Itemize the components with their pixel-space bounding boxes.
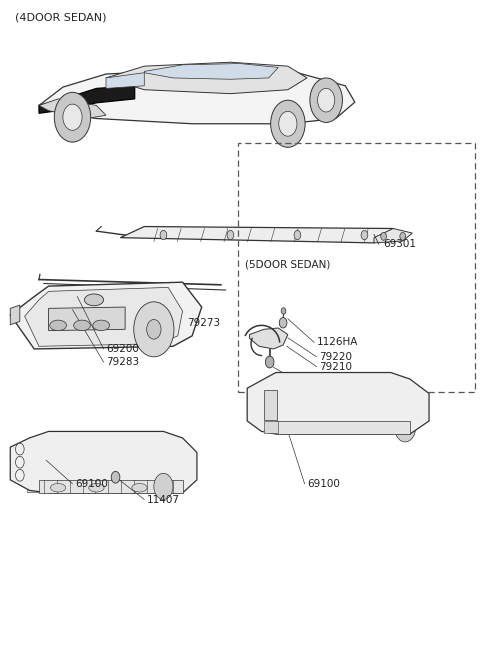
Polygon shape [48, 307, 125, 331]
Ellipse shape [132, 483, 147, 492]
Polygon shape [106, 73, 144, 89]
Circle shape [111, 472, 120, 483]
Circle shape [279, 112, 297, 136]
Ellipse shape [288, 424, 303, 433]
Bar [238, 144, 475, 392]
Polygon shape [247, 373, 429, 434]
Text: (4DOOR SEDAN): (4DOOR SEDAN) [15, 12, 107, 22]
Circle shape [281, 308, 286, 314]
Ellipse shape [50, 483, 66, 492]
Ellipse shape [84, 294, 104, 306]
Circle shape [381, 232, 386, 240]
Circle shape [279, 318, 287, 328]
Text: 79220: 79220 [319, 352, 352, 362]
Bar [27, 449, 40, 479]
Bar [27, 480, 41, 491]
Circle shape [318, 89, 335, 112]
Circle shape [63, 104, 82, 131]
Polygon shape [39, 99, 106, 119]
Polygon shape [24, 287, 182, 346]
Bar [264, 421, 278, 433]
Polygon shape [39, 86, 135, 113]
Ellipse shape [93, 320, 109, 331]
Circle shape [361, 230, 368, 239]
Ellipse shape [74, 320, 90, 331]
Text: 11407: 11407 [147, 495, 180, 504]
Circle shape [154, 474, 173, 499]
Polygon shape [374, 228, 412, 243]
Polygon shape [39, 480, 182, 493]
Circle shape [294, 230, 301, 239]
Circle shape [252, 384, 261, 396]
Circle shape [252, 411, 261, 422]
Circle shape [310, 78, 342, 123]
Text: 69301: 69301 [384, 239, 417, 249]
Circle shape [271, 100, 305, 148]
Ellipse shape [325, 424, 341, 433]
Circle shape [15, 470, 24, 482]
Circle shape [252, 398, 261, 409]
Circle shape [265, 356, 274, 368]
Polygon shape [120, 226, 393, 243]
Polygon shape [144, 64, 278, 79]
Text: 1130DF: 1130DF [310, 382, 349, 392]
Polygon shape [250, 328, 288, 349]
Ellipse shape [50, 320, 67, 331]
Circle shape [400, 232, 406, 240]
Bar [264, 390, 277, 420]
Circle shape [227, 230, 234, 239]
Circle shape [54, 92, 91, 142]
Circle shape [147, 319, 161, 339]
Polygon shape [106, 62, 307, 94]
Circle shape [15, 443, 24, 455]
Ellipse shape [369, 424, 384, 433]
Text: 79210: 79210 [319, 361, 352, 371]
Circle shape [395, 413, 416, 442]
Text: 69200: 69200 [106, 344, 139, 354]
Polygon shape [276, 421, 410, 434]
Circle shape [15, 457, 24, 468]
Text: (5DOOR SEDAN): (5DOOR SEDAN) [245, 260, 330, 270]
Circle shape [134, 302, 174, 357]
Text: 79273: 79273 [187, 318, 220, 328]
Polygon shape [10, 432, 197, 493]
Ellipse shape [89, 483, 104, 492]
Text: 1126HA: 1126HA [317, 337, 358, 348]
Text: 69100: 69100 [75, 479, 108, 489]
Polygon shape [10, 305, 20, 325]
Circle shape [160, 230, 167, 239]
Polygon shape [39, 69, 355, 124]
Text: 69100: 69100 [307, 479, 340, 489]
Text: 79283: 79283 [106, 357, 139, 367]
Polygon shape [10, 282, 202, 349]
